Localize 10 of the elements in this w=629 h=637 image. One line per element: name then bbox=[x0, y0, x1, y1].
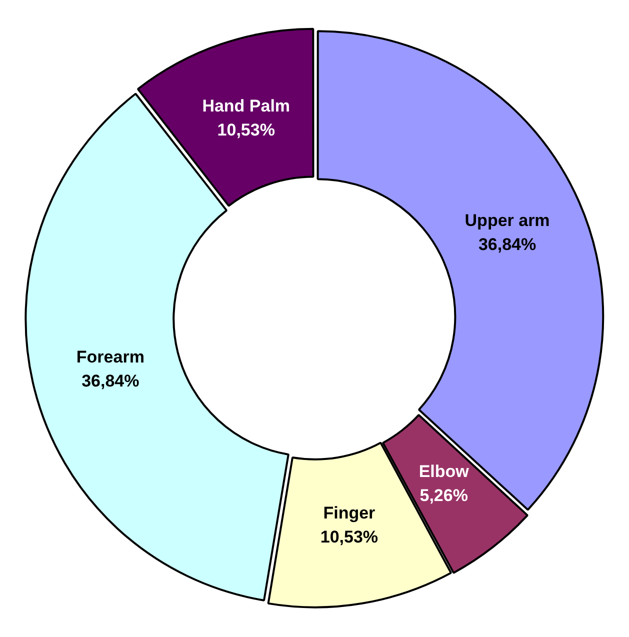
slice-label: Finger bbox=[323, 503, 376, 522]
slice-label: Forearm bbox=[76, 347, 144, 366]
data-label: 36,84% bbox=[478, 235, 536, 254]
data-label: 5,26% bbox=[420, 486, 468, 505]
slice-label: Elbow bbox=[418, 462, 470, 481]
data-label: 36,84% bbox=[82, 371, 140, 390]
slice-label: Hand Palm bbox=[202, 96, 290, 116]
slice-label: Upper arm bbox=[464, 211, 550, 230]
data-label: 10,53% bbox=[320, 527, 378, 546]
data-label: 10,53% bbox=[217, 120, 275, 140]
